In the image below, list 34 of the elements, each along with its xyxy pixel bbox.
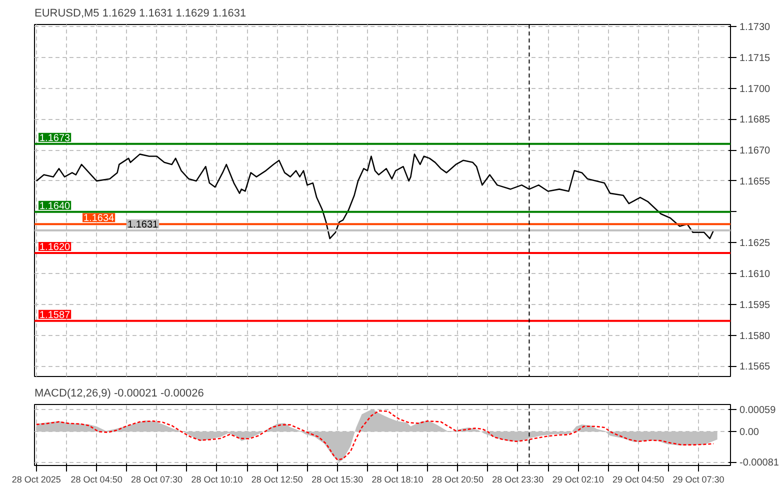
x-tick-label: 29 Oct 02:10: [552, 474, 604, 484]
x-tick-label: 28 Oct 15:30: [312, 474, 364, 484]
chart-title: MACD(12,26,9) -0.00021 -0.00026: [34, 388, 204, 400]
y-tick-label: -0.00081: [740, 458, 780, 469]
x-tick-label: 28 Oct 18:10: [372, 474, 424, 484]
y-tick-label: 1.1670: [740, 146, 771, 157]
y-tick-label: 1.1655: [740, 176, 771, 188]
y-tick-label: 1.1700: [740, 84, 771, 95]
x-tick-label: 28 Oct 12:50: [251, 474, 303, 484]
y-tick-label: 1.1715: [740, 52, 771, 64]
y-tick-label: 1.1730: [740, 22, 771, 34]
ref-line-label: 1.1640: [40, 200, 71, 212]
x-tick-label: 28 Oct 10:10: [191, 474, 243, 484]
y-tick-label: 0.00: [740, 427, 760, 438]
y-tick-label: 1.1580: [740, 330, 771, 342]
y-tick-label: 1.1595: [740, 300, 771, 311]
x-tick-label: 28 Oct 07:30: [131, 474, 183, 484]
y-tick-label: 0.00059: [740, 404, 776, 416]
ref-line-label: 1.1620: [40, 242, 71, 253]
ref-line-label: 1.1673: [40, 132, 71, 144]
y-tick-label: 1.1565: [740, 362, 771, 373]
x-tick-label: 29 Oct 07:30: [672, 474, 724, 484]
x-tick-label: 29 Oct 04:50: [612, 474, 664, 484]
ref-line-label: 1.1587: [40, 310, 71, 321]
y-tick-label: 1.1625: [740, 238, 771, 250]
x-tick-label: 28 Oct 20:50: [432, 474, 484, 484]
y-tick-label: 1.1685: [740, 114, 771, 126]
x-tick-label: 28 Oct 04:50: [70, 474, 122, 484]
chart-title: EURUSD,M5 1.1629 1.1631 1.1629 1.1631: [34, 8, 246, 20]
ref-line-label: 1.1631: [128, 219, 159, 230]
y-tick-label: 1.1610: [740, 269, 771, 280]
x-tick-label: 28 Oct 2025: [12, 474, 61, 484]
x-tick-label: 28 Oct 23:30: [492, 474, 544, 484]
ref-line-label: 1.1634: [84, 213, 115, 224]
